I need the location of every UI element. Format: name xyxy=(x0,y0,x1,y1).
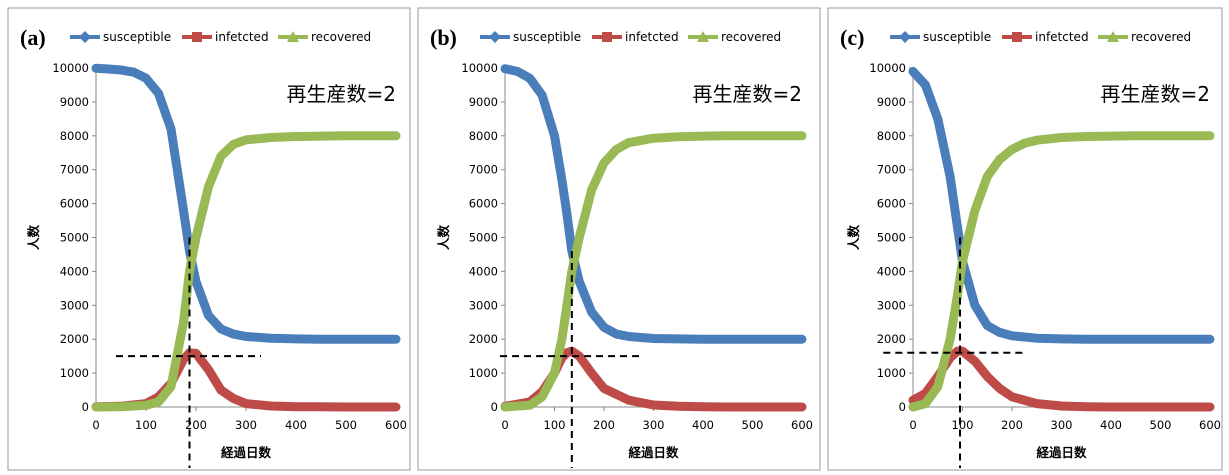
y-axis-label: 人数 xyxy=(436,225,451,251)
legend-label-recovered: recovered xyxy=(311,30,371,44)
legend-label-infetcted: infetcted xyxy=(215,30,269,44)
y-axis-label: 人数 xyxy=(26,225,41,251)
x-tick-label: 100 xyxy=(544,418,566,432)
x-tick-label: 400 xyxy=(692,418,714,432)
legend-square-marker xyxy=(192,32,202,42)
y-tick-label: 10000 xyxy=(869,61,906,75)
legend-label-susceptible: susceptible xyxy=(923,30,991,44)
series-line-infetcted xyxy=(908,346,1215,412)
panel-label: (c) xyxy=(840,25,864,50)
y-tick-label: 4000 xyxy=(877,264,906,278)
reproduction-number-annotation: 再生産数=2 xyxy=(287,82,396,106)
y-tick-label: 10000 xyxy=(461,61,498,75)
y-tick-label: 1000 xyxy=(60,366,89,380)
x-axis-label: 経過日数 xyxy=(628,445,679,460)
x-tick-label: 200 xyxy=(593,418,615,432)
y-axis-label: 人数 xyxy=(846,225,861,251)
x-tick-label: 300 xyxy=(235,418,257,432)
y-tick-label: 1000 xyxy=(877,366,906,380)
chart-panel-0: (a) susceptible infetcted recovered01000200… xyxy=(20,25,407,468)
panel-frame-1 xyxy=(417,7,821,471)
legend-triangle-marker xyxy=(697,31,709,42)
legend-label-susceptible: susceptible xyxy=(103,30,171,44)
y-tick-label: 0 xyxy=(899,400,906,414)
y-tick-label: 3000 xyxy=(877,298,906,312)
x-tick-label: 400 xyxy=(285,418,307,432)
legend-triangle-marker xyxy=(1107,31,1119,42)
x-tick-label: 300 xyxy=(643,418,665,432)
legend-diamond-marker xyxy=(899,31,911,43)
y-tick-label: 8000 xyxy=(469,129,498,143)
panel-label: (b) xyxy=(430,25,457,50)
legend-label-recovered: recovered xyxy=(721,30,781,44)
x-tick-label: 300 xyxy=(1051,418,1073,432)
legend-diamond-marker xyxy=(489,31,501,43)
legend-label-recovered: recovered xyxy=(1131,30,1191,44)
x-tick-label: 600 xyxy=(385,418,407,432)
y-tick-label: 6000 xyxy=(469,197,498,211)
y-tick-label: 6000 xyxy=(60,197,89,211)
legend-diamond-marker xyxy=(79,31,91,43)
legend-square-marker xyxy=(1012,32,1022,42)
x-tick-label: 500 xyxy=(335,418,357,432)
x-tick-label: 0 xyxy=(92,418,99,432)
legend-label-infetcted: infetcted xyxy=(1035,30,1089,44)
legend-label-infetcted: infetcted xyxy=(625,30,679,44)
series-line-recovered xyxy=(500,131,807,412)
y-tick-label: 5000 xyxy=(469,231,498,245)
y-tick-label: 9000 xyxy=(877,95,906,109)
reproduction-number-annotation: 再生産数=2 xyxy=(693,82,802,106)
series-line-susceptible xyxy=(500,64,807,344)
y-tick-label: 2000 xyxy=(60,332,89,346)
x-tick-label: 600 xyxy=(1199,418,1221,432)
y-tick-label: 2000 xyxy=(877,332,906,346)
y-tick-label: 10000 xyxy=(52,61,89,75)
y-tick-label: 6000 xyxy=(877,197,906,211)
y-tick-label: 9000 xyxy=(469,95,498,109)
x-tick-label: 200 xyxy=(1001,418,1023,432)
legend-label-susceptible: susceptible xyxy=(513,30,581,44)
x-tick-label: 100 xyxy=(135,418,157,432)
y-tick-label: 4000 xyxy=(469,264,498,278)
x-tick-label: 100 xyxy=(952,418,974,432)
reproduction-number-annotation: 再生産数=2 xyxy=(1101,82,1210,106)
panel-frame-0 xyxy=(7,7,411,471)
x-tick-label: 200 xyxy=(185,418,207,432)
series-line-infetcted xyxy=(91,348,401,412)
series-line-recovered xyxy=(908,131,1215,412)
y-tick-label: 3000 xyxy=(60,298,89,312)
y-tick-label: 4000 xyxy=(60,264,89,278)
x-tick-label: 500 xyxy=(1150,418,1172,432)
y-tick-label: 5000 xyxy=(60,231,89,245)
chart-panel-1: (b) susceptible infetcted recovered01000200… xyxy=(430,25,813,468)
series-line-susceptible xyxy=(908,66,1215,344)
x-axis-label: 経過日数 xyxy=(221,445,272,460)
y-tick-label: 5000 xyxy=(877,231,906,245)
y-tick-label: 7000 xyxy=(877,163,906,177)
legend-triangle-marker xyxy=(287,31,299,42)
y-tick-label: 0 xyxy=(491,400,498,414)
panel-frame-2 xyxy=(827,7,1223,471)
y-tick-label: 2000 xyxy=(469,332,498,346)
y-tick-label: 8000 xyxy=(877,129,906,143)
legend-square-marker xyxy=(602,32,612,42)
x-tick-label: 500 xyxy=(742,418,764,432)
x-tick-label: 0 xyxy=(501,418,508,432)
series-line-susceptible xyxy=(91,63,401,344)
chart-panel-2: (c) susceptible infetcted recovered01000200… xyxy=(840,25,1221,468)
y-tick-label: 0 xyxy=(82,400,89,414)
x-axis-label: 経過日数 xyxy=(1036,445,1087,460)
x-tick-label: 400 xyxy=(1100,418,1122,432)
y-tick-label: 7000 xyxy=(469,163,498,177)
y-tick-label: 9000 xyxy=(60,95,89,109)
y-tick-label: 7000 xyxy=(60,163,89,177)
y-tick-label: 3000 xyxy=(469,298,498,312)
x-tick-label: 0 xyxy=(909,418,916,432)
series-line-recovered xyxy=(91,131,401,412)
x-tick-label: 600 xyxy=(791,418,813,432)
y-tick-label: 1000 xyxy=(469,366,498,380)
panel-label: (a) xyxy=(20,25,46,50)
y-tick-label: 8000 xyxy=(60,129,89,143)
